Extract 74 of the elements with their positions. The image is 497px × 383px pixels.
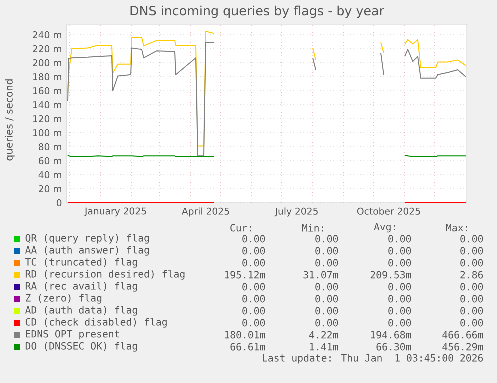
legend-label: QR (query reply) flag [26, 234, 150, 244]
x-tick-label: April 2025 [182, 208, 230, 217]
legend-label: TC (truncated) flag [25, 258, 138, 268]
legend-label: AA (auth answer) flag [25, 246, 150, 256]
text: 0.00 [388, 295, 412, 303]
text: 0.00 [460, 295, 484, 303]
text: 0.00 [316, 259, 338, 267]
y-tick-label: 180 m [33, 73, 62, 81]
legend-label: AD (auth data) flag [25, 306, 138, 316]
legend-label: Z (zero) flag [26, 294, 102, 304]
text: 4.22m [310, 331, 338, 339]
text: 0.00 [316, 295, 338, 303]
text: 66.61m [230, 343, 266, 351]
text: 0.00 [242, 295, 266, 303]
text: 0.00 [316, 283, 338, 291]
text: 0.00 [242, 307, 266, 315]
y-tick-label: 120 m [33, 115, 62, 123]
legend-label: EDNS OPT present [26, 330, 120, 340]
y-tick-label: 40 m [38, 171, 62, 179]
y-axis-title: queries / second [5, 80, 15, 161]
y-tick-label: 220 m [33, 45, 62, 53]
text: 195.12m [225, 271, 266, 279]
text: 66.30m [376, 343, 412, 351]
text: 209.53m [370, 271, 412, 279]
text: 0.00 [316, 235, 338, 243]
text: 0.00 [242, 247, 266, 255]
text: 0.00 [316, 319, 338, 327]
text: 0.00 [388, 319, 412, 327]
text: 0.00 [388, 259, 412, 267]
text: 0.00 [388, 307, 412, 315]
text: 1.41m [310, 343, 338, 351]
legend-label: RA (rec avail) flag [26, 282, 138, 292]
y-tick-label: 60 m [39, 157, 62, 165]
y-tick-label: 80 m [38, 143, 62, 151]
text: 0.00 [388, 283, 412, 291]
text: 0.00 [316, 307, 338, 315]
text: 31.07m [304, 271, 338, 279]
legend-label: CD (check disabled) flag [26, 318, 167, 328]
text: Avg: [374, 223, 396, 233]
text: 0.00 [388, 235, 412, 243]
text: 0.00 [242, 283, 266, 291]
text: 0.00 [460, 235, 484, 243]
text: 0.00 [460, 247, 484, 255]
text: 0.00 [388, 247, 412, 255]
text: 194.68m [371, 331, 412, 339]
text: 466.66m [442, 331, 484, 339]
x-tick-label: January 2025 [84, 208, 146, 217]
text: Last update: Thu Jan 1 03:45:00 2026 [263, 354, 484, 364]
text: 180.01m [225, 331, 266, 339]
y-tick-label: 20 m [39, 185, 62, 193]
y-tick-label: 100 m [33, 129, 62, 137]
chart-title: DNS incoming queries by flags - by year [130, 6, 384, 18]
text: 0.00 [242, 235, 266, 243]
y-tick-label: 0 [56, 199, 62, 207]
text: 0.00 [316, 247, 338, 255]
y-tick-label: 200 m [33, 59, 62, 67]
x-tick-label: July 2025 [274, 208, 318, 217]
text: 0.00 [460, 307, 484, 315]
legend-label: DO (DNSSEC OK) flag [26, 342, 138, 352]
text: 0.00 [242, 319, 266, 327]
y-tick-label: 160 m [33, 87, 62, 95]
x-tick-label: October 2025 [357, 208, 420, 215]
text: 2.86 [460, 271, 484, 279]
legend-label: RD (recursion desired) flag [26, 270, 185, 280]
text: 0.00 [242, 259, 266, 267]
y-tick-label: 240 m [33, 31, 62, 39]
text: 0.00 [460, 283, 484, 291]
text: Min: [302, 224, 324, 232]
text: 0.00 [460, 319, 484, 327]
text: 0.00 [460, 259, 484, 267]
y-tick-label: 140 m [33, 101, 62, 109]
text: Cur: [230, 224, 252, 232]
text: Max: [446, 224, 468, 232]
text: 456.29m [442, 343, 484, 351]
